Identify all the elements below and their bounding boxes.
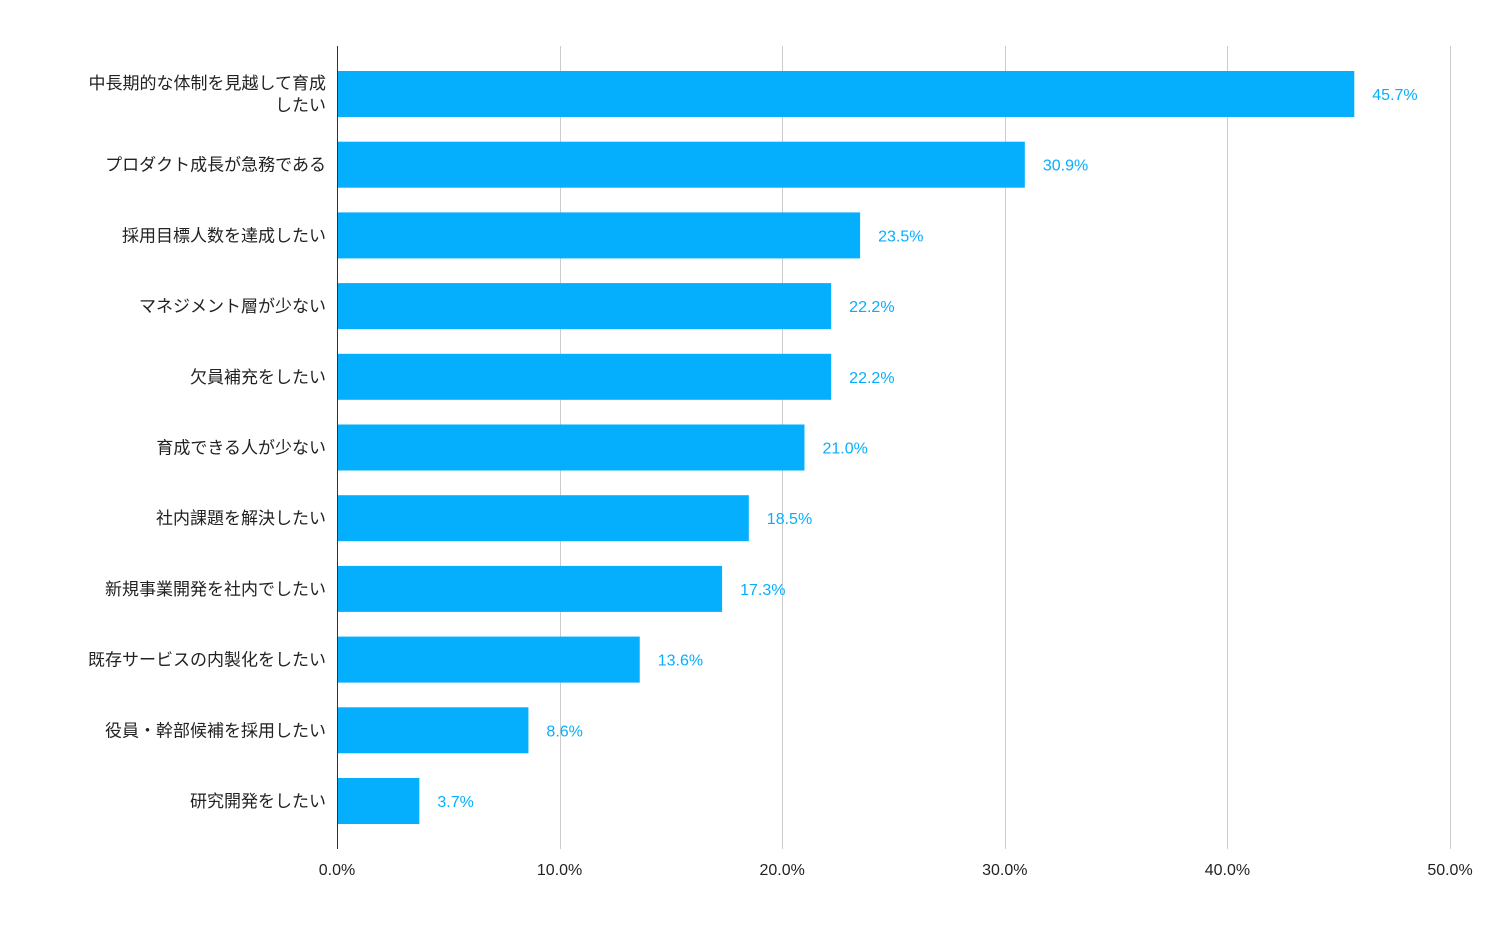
bar (337, 212, 861, 259)
bar (337, 636, 640, 683)
category-label: 採用目標人数を達成したい (122, 226, 326, 246)
x-tick-label: 20.0% (760, 862, 805, 879)
bar-value-label: 45.7% (1372, 87, 1417, 104)
category-label: 育成できる人が少ない (156, 439, 326, 459)
bar-value-label: 8.6% (546, 723, 582, 740)
bars (337, 71, 1355, 824)
bar-value-label: 23.5% (878, 228, 923, 245)
bar (337, 778, 420, 824)
category-label: したい (275, 96, 326, 116)
bar (337, 71, 1355, 117)
bar (337, 283, 832, 330)
category-label: マネジメント層が少ない (139, 297, 326, 317)
x-tick-label: 40.0% (1205, 862, 1250, 879)
bar-value-label: 18.5% (767, 511, 812, 528)
bar-value-label: 21.0% (822, 441, 867, 458)
category-label: 中長期的な体制を見越して育成 (89, 74, 327, 94)
bar (337, 353, 832, 400)
bar (337, 141, 1025, 188)
x-tick-label: 30.0% (982, 862, 1027, 879)
category-label: 新規事業開発を社内でしたい (105, 580, 326, 600)
x-tick-label: 50.0% (1427, 862, 1472, 879)
x-tick-label: 10.0% (537, 862, 582, 879)
bar-value-label: 22.2% (849, 299, 894, 316)
bar-value-label: 22.2% (849, 370, 894, 387)
category-label: 既存サービスの内製化をしたい (88, 651, 326, 671)
bar (337, 424, 805, 471)
category-label: プロダクト成長が急務である (105, 156, 326, 176)
bar-value-label: 13.6% (658, 653, 703, 670)
bar-value-label: 17.3% (740, 582, 785, 599)
bar (337, 495, 749, 542)
bar (337, 565, 723, 612)
category-label: 社内課題を解決したい (156, 509, 326, 529)
labels: 0.0% 10.0% 20.0% 30.0% 40.0% 50.0% 45.7% 中長期的な体… (88, 74, 1473, 879)
x-tick-label: 0.0% (319, 862, 355, 879)
category-label: 役員・幹部候補を採用したい (105, 720, 326, 741)
category-label: 欠員補充をしたい (190, 368, 326, 388)
bar-value-label: 3.7% (437, 794, 473, 811)
bar (337, 707, 529, 754)
bar-value-label: 30.9% (1043, 158, 1088, 175)
category-label: 研究開発をしたい (190, 792, 326, 812)
